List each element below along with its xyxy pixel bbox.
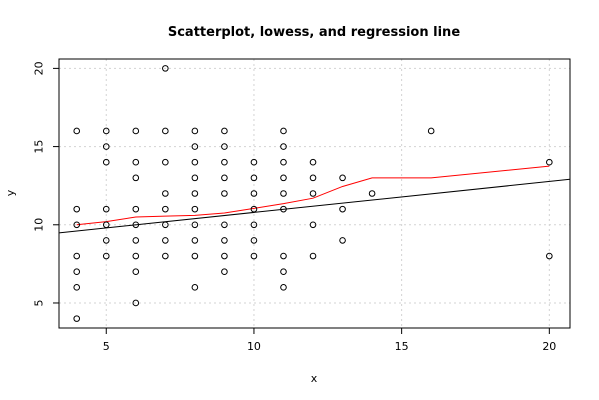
data-point	[280, 158, 287, 166]
x-tick-label: 5	[103, 340, 110, 353]
data-point	[280, 284, 287, 291]
data-point	[280, 205, 287, 213]
y-axis-label: y	[4, 189, 17, 196]
data-point	[280, 143, 287, 150]
data-point	[280, 127, 287, 135]
data-point	[221, 237, 228, 244]
data-point	[191, 252, 199, 260]
data-point	[102, 143, 110, 150]
x-tick-label: 10	[247, 340, 261, 353]
data-point	[309, 174, 317, 182]
data-point	[102, 252, 110, 260]
data-point	[73, 315, 81, 322]
y-tick-label: 5	[33, 299, 46, 306]
data-point	[132, 252, 140, 260]
data-point	[309, 221, 317, 229]
data-point	[309, 158, 317, 166]
y-axis: 5 10 15 20	[33, 61, 60, 306]
data-point	[280, 268, 287, 275]
y-tick-label: 10	[33, 218, 46, 232]
data-point	[162, 252, 169, 260]
data-point	[427, 127, 435, 135]
data-point	[221, 158, 228, 166]
x-tick-label: 20	[542, 340, 556, 353]
data-point	[221, 221, 228, 229]
data-point	[132, 174, 140, 182]
data-point	[73, 252, 81, 260]
lowess-line-group	[76, 165, 550, 226]
data-point	[102, 205, 110, 213]
x-axis-label: x	[311, 372, 318, 385]
data-point	[339, 237, 346, 244]
data-point	[162, 205, 169, 213]
x-tick-label: 15	[395, 340, 409, 353]
data-point	[250, 237, 258, 244]
data-point	[191, 190, 199, 197]
data-point	[73, 205, 81, 213]
data-point	[102, 237, 110, 244]
data-point	[132, 205, 140, 213]
data-point	[250, 158, 258, 166]
data-point	[250, 205, 258, 213]
regression-line-group	[58, 178, 571, 234]
data-point	[250, 221, 258, 229]
data-point	[132, 158, 140, 166]
data-point	[191, 237, 199, 244]
data-point	[132, 299, 140, 307]
data-point	[250, 174, 258, 182]
data-point	[162, 190, 169, 197]
data-point	[221, 127, 228, 135]
data-point	[162, 127, 169, 135]
data-point	[73, 268, 81, 275]
data-point	[221, 190, 228, 197]
chart-title: Scatterplot, lowess, and regression line	[168, 25, 460, 40]
data-point	[162, 65, 169, 72]
data-point	[191, 174, 199, 182]
data-point	[191, 158, 199, 166]
data-point	[339, 205, 346, 213]
data-point	[221, 143, 228, 150]
data-point	[221, 174, 228, 182]
data-point	[280, 252, 287, 260]
data-point	[162, 221, 169, 229]
data-point	[102, 221, 110, 229]
data-point	[191, 205, 199, 213]
data-point	[546, 252, 553, 260]
data-point	[221, 252, 228, 260]
data-point	[132, 237, 140, 244]
data-point	[250, 252, 258, 260]
data-point	[73, 221, 81, 229]
data-point	[191, 127, 199, 135]
data-point	[250, 190, 258, 197]
data-point	[368, 190, 376, 197]
data-point	[280, 190, 287, 197]
data-point	[102, 158, 110, 166]
data-point	[309, 252, 317, 260]
plot-area-frame	[58, 58, 571, 329]
data-point	[191, 221, 199, 229]
lowess-line	[76, 165, 550, 226]
y-tick-label: 15	[33, 140, 46, 154]
data-point	[132, 268, 140, 275]
data-points	[73, 65, 553, 322]
grid-lines	[59, 59, 570, 328]
data-point	[191, 143, 199, 150]
regression-line	[58, 178, 571, 234]
data-point	[132, 221, 140, 229]
x-axis: 5 10 15 20	[103, 327, 556, 353]
data-point	[162, 237, 169, 244]
data-point	[221, 268, 228, 275]
data-point	[339, 174, 346, 182]
data-point	[102, 127, 110, 135]
data-point	[309, 190, 317, 197]
data-point	[73, 284, 81, 291]
data-point	[546, 158, 553, 166]
data-point	[162, 158, 169, 166]
y-tick-label: 20	[33, 61, 46, 75]
data-point	[132, 127, 140, 135]
data-point	[191, 284, 199, 291]
data-point	[73, 127, 81, 135]
data-point	[280, 174, 287, 182]
